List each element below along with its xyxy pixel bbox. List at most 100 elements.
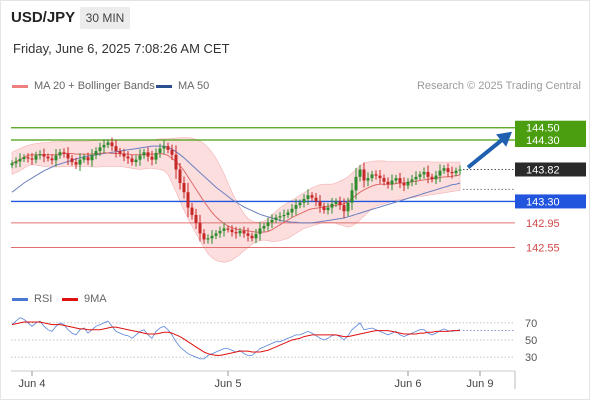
candle-body	[134, 159, 138, 163]
candle-body	[10, 163, 14, 166]
candle-body	[242, 230, 246, 234]
candle-body	[442, 168, 446, 171]
level-label: 143.30	[526, 196, 560, 208]
candle-body	[46, 156, 50, 159]
rsi-ma-swatch	[62, 297, 78, 301]
candle-body	[34, 155, 38, 160]
x-tick-label: Jun 5	[215, 378, 242, 390]
level-label: 144.30	[526, 135, 560, 147]
candle-body	[322, 206, 326, 211]
candle-body	[138, 155, 142, 160]
candle-body	[430, 176, 434, 180]
candle-body	[250, 235, 254, 239]
candle-body	[314, 197, 318, 202]
candle-body	[362, 169, 366, 181]
ma50-line	[11, 145, 461, 224]
rsi-ma-line	[11, 321, 460, 356]
candle-body	[26, 157, 30, 159]
level-label: 144.50	[526, 123, 560, 135]
candle-body	[94, 151, 98, 156]
candle-body	[282, 214, 286, 217]
candle-body	[398, 178, 402, 183]
legend-rsi-ma: 9MA	[62, 293, 107, 305]
candle-body	[354, 176, 358, 191]
candle-body	[86, 157, 90, 161]
legend-ma20: MA 20 + Bollinger Bands	[12, 80, 155, 92]
rsi-tick-label: 50	[525, 335, 537, 347]
candle-body	[66, 153, 70, 159]
timestamp: Friday, June 6, 2025 7:08:26 AM CET	[13, 41, 230, 56]
candle-body	[222, 228, 226, 231]
ma20-label: MA 20 + Bollinger Bands	[34, 80, 155, 92]
candle-body	[198, 222, 202, 234]
candle-body	[182, 183, 186, 193]
candle-body	[14, 161, 18, 164]
legend-rsi: RSI	[12, 293, 52, 305]
candle-body	[110, 142, 114, 147]
candle-body	[206, 238, 210, 240]
candle-body	[42, 154, 46, 157]
candle-body	[350, 190, 354, 203]
candle-body	[130, 158, 134, 163]
candle-body	[386, 181, 390, 185]
candle-body	[294, 205, 298, 209]
candle-body	[338, 201, 342, 206]
candle-body	[326, 207, 330, 211]
candle-body	[438, 170, 442, 176]
timeframe-button[interactable]: 30 MIN	[80, 7, 130, 29]
candle-body	[422, 171, 426, 175]
candle-body	[266, 222, 270, 226]
candle-body	[234, 232, 238, 234]
candle-body	[158, 148, 162, 153]
x-tick-label: Jun 9	[467, 378, 494, 390]
candle-body	[150, 156, 154, 160]
candle-body	[414, 176, 418, 180]
candle-body	[190, 207, 194, 215]
candle-body	[78, 159, 82, 165]
candle-body	[194, 214, 198, 223]
candle-body	[162, 146, 166, 149]
candle-body	[434, 175, 438, 180]
ma50-label: MA 50	[178, 80, 210, 92]
candle-body	[226, 228, 230, 230]
candle-body	[118, 151, 122, 154]
candle-body	[458, 169, 462, 171]
candle-body	[106, 142, 110, 145]
candle-body	[358, 169, 362, 177]
candle-body	[406, 181, 410, 186]
level-label-box	[515, 120, 586, 135]
candle-body	[254, 233, 258, 239]
candle-body	[450, 171, 454, 174]
candle-body	[258, 228, 262, 234]
rsi-swatch	[12, 297, 28, 301]
candle-body	[50, 158, 54, 161]
last-price-box	[515, 162, 586, 177]
candle-body	[178, 169, 182, 183]
candle-body	[22, 157, 26, 160]
candle-body	[70, 158, 74, 163]
candle-body	[310, 195, 314, 198]
bollinger-band	[11, 137, 461, 263]
level-label: 142.55	[526, 243, 560, 255]
candle-body	[366, 178, 370, 181]
level-label: 142.95	[526, 218, 560, 230]
rsi-line	[11, 317, 461, 360]
rsi-label: RSI	[34, 293, 53, 305]
candle-body	[274, 217, 278, 220]
last-price-label: 143.82	[526, 164, 560, 176]
candle-body	[62, 152, 66, 154]
candle-body	[238, 230, 242, 234]
candle-body	[378, 175, 382, 179]
credit-text: Research © 2025 Trading Central	[416, 80, 581, 92]
x-tick-label: Jun 4	[19, 378, 46, 390]
candle-body	[154, 152, 158, 160]
candle-body	[202, 233, 206, 240]
ma50-swatch	[156, 84, 172, 88]
candle-body	[230, 229, 234, 233]
candle-body	[286, 212, 290, 215]
candle-body	[142, 152, 146, 156]
candle-body	[166, 146, 170, 150]
candle-body	[454, 170, 458, 174]
projection-arrow	[466, 135, 508, 170]
candle-body	[334, 201, 338, 204]
